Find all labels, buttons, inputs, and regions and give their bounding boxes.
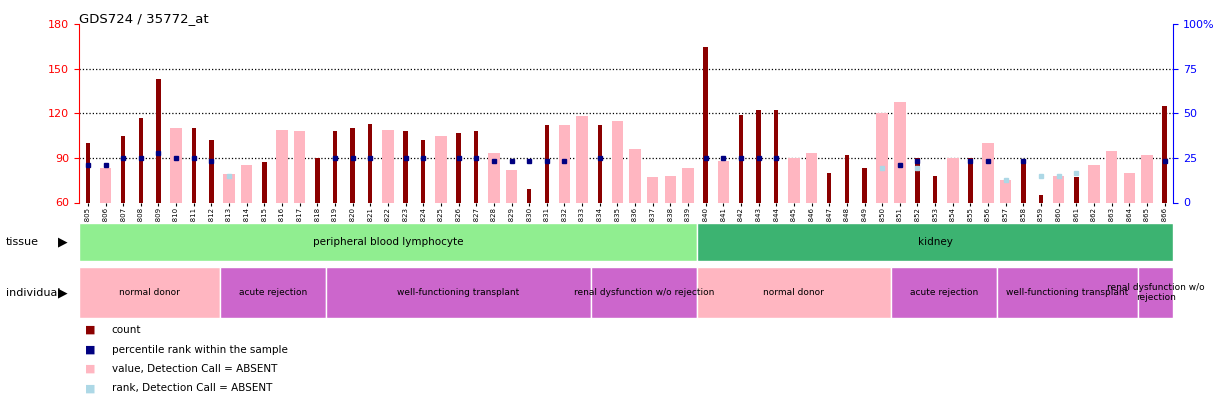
Bar: [527, 189, 531, 202]
Bar: [326, 267, 591, 318]
Text: acute rejection: acute rejection: [240, 288, 308, 297]
Text: peripheral blood lymphocyte: peripheral blood lymphocyte: [313, 237, 463, 247]
Bar: [827, 173, 832, 202]
Bar: [224, 174, 235, 202]
Bar: [368, 124, 372, 202]
Bar: [315, 158, 320, 202]
Bar: [739, 115, 743, 202]
Bar: [697, 223, 1173, 261]
Bar: [263, 162, 266, 202]
Text: renal dysfunction w/o
rejection: renal dysfunction w/o rejection: [1107, 283, 1205, 302]
Bar: [788, 158, 800, 202]
Bar: [665, 176, 676, 202]
Bar: [630, 149, 641, 202]
Text: ▶: ▶: [58, 286, 68, 299]
Bar: [682, 168, 694, 202]
Text: individual: individual: [6, 288, 61, 298]
Bar: [717, 161, 730, 202]
Bar: [558, 125, 570, 202]
Bar: [545, 125, 548, 202]
Bar: [697, 267, 891, 318]
Text: well-functioning transplant: well-functioning transplant: [1007, 288, 1128, 297]
Bar: [404, 131, 407, 202]
Bar: [488, 153, 500, 202]
Bar: [894, 102, 906, 202]
Bar: [1000, 180, 1012, 202]
Bar: [756, 111, 761, 202]
Bar: [775, 111, 778, 202]
Text: normal donor: normal donor: [119, 288, 180, 297]
Bar: [294, 131, 305, 202]
Text: ■: ■: [85, 384, 96, 393]
Bar: [1038, 195, 1043, 202]
Bar: [79, 267, 220, 318]
Bar: [968, 158, 973, 202]
Bar: [139, 118, 143, 202]
Bar: [170, 128, 182, 202]
Text: well-functioning transplant: well-functioning transplant: [398, 288, 519, 297]
Bar: [704, 47, 708, 202]
Bar: [862, 168, 867, 202]
Bar: [474, 131, 478, 202]
Bar: [382, 130, 394, 202]
Text: count: count: [112, 325, 141, 335]
Bar: [192, 128, 196, 202]
Bar: [877, 113, 888, 202]
Bar: [1074, 177, 1079, 202]
Bar: [209, 140, 214, 202]
Text: kidney: kidney: [918, 237, 952, 247]
Bar: [1053, 176, 1064, 202]
Bar: [597, 125, 602, 202]
Bar: [1162, 106, 1167, 202]
Text: rank, Detection Call = ABSENT: rank, Detection Call = ABSENT: [112, 384, 272, 393]
Bar: [456, 133, 461, 202]
Bar: [1021, 162, 1025, 202]
Bar: [85, 143, 90, 202]
Bar: [241, 165, 253, 202]
Text: value, Detection Call = ABSENT: value, Detection Call = ABSENT: [112, 364, 277, 374]
Bar: [1138, 267, 1173, 318]
Text: tissue: tissue: [6, 237, 39, 247]
Text: ■: ■: [85, 345, 96, 354]
Bar: [79, 223, 697, 261]
Bar: [1124, 173, 1135, 202]
Bar: [647, 177, 658, 202]
Bar: [421, 140, 426, 202]
Text: GDS724 / 35772_at: GDS724 / 35772_at: [79, 12, 209, 25]
Bar: [916, 158, 919, 202]
Bar: [435, 136, 446, 202]
Bar: [333, 131, 337, 202]
Bar: [612, 121, 623, 202]
Bar: [591, 267, 697, 318]
Text: ■: ■: [85, 325, 96, 335]
Text: ■: ■: [85, 364, 96, 374]
Bar: [350, 128, 355, 202]
Bar: [947, 158, 958, 202]
Text: acute rejection: acute rejection: [910, 288, 978, 297]
Bar: [845, 155, 849, 202]
Text: ▶: ▶: [58, 235, 68, 249]
Bar: [933, 176, 938, 202]
Bar: [506, 170, 517, 202]
Text: renal dysfunction w/o rejection: renal dysfunction w/o rejection: [574, 288, 714, 297]
Bar: [891, 267, 997, 318]
Text: percentile rank within the sample: percentile rank within the sample: [112, 345, 288, 354]
Bar: [1142, 155, 1153, 202]
Bar: [1105, 151, 1118, 202]
Bar: [100, 168, 111, 202]
Text: normal donor: normal donor: [764, 288, 824, 297]
Bar: [576, 116, 587, 202]
Bar: [997, 267, 1138, 318]
Bar: [1088, 165, 1099, 202]
Bar: [276, 130, 288, 202]
Bar: [120, 136, 125, 202]
Bar: [806, 153, 817, 202]
Bar: [157, 79, 161, 202]
Bar: [220, 267, 326, 318]
Bar: [983, 143, 993, 202]
